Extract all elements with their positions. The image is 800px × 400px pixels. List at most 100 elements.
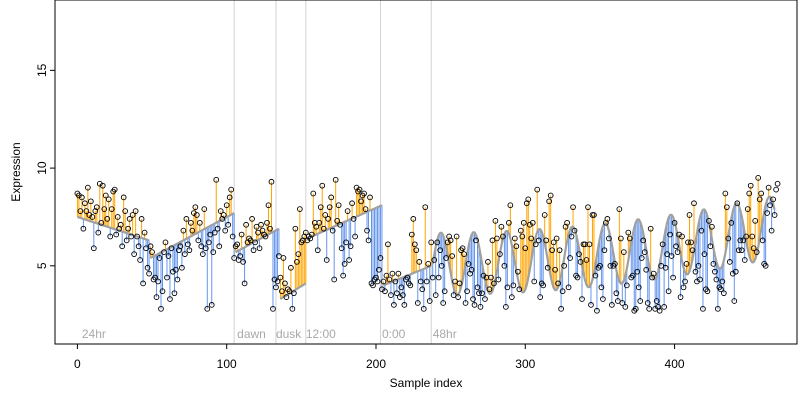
y-tick-label: 10 (35, 161, 49, 175)
data-point (550, 239, 557, 246)
data-point (601, 247, 608, 254)
y-tick-label: 15 (35, 63, 49, 77)
x-axis-label: Sample index (390, 376, 463, 390)
data-point (213, 176, 220, 183)
data-point (613, 290, 620, 297)
data-point (376, 266, 382, 273)
data-point (173, 266, 179, 273)
data-point (274, 278, 281, 285)
fit-curve-6 (431, 195, 776, 296)
x-tick-label: 300 (515, 357, 535, 371)
data-point (583, 257, 590, 263)
data-point (343, 239, 349, 246)
data-point (704, 288, 711, 295)
data-point (292, 225, 299, 232)
data-point (722, 190, 729, 197)
data-point (185, 241, 191, 248)
data-point (398, 284, 405, 291)
data-point (329, 227, 336, 234)
data-point (189, 227, 196, 234)
data-point (238, 231, 245, 238)
data-point (302, 229, 309, 236)
data-point (558, 305, 564, 312)
data-point (186, 247, 193, 254)
data-point (641, 249, 648, 255)
data-point (126, 216, 133, 222)
data-point (585, 204, 591, 211)
data-point (625, 229, 632, 236)
data-point (634, 268, 641, 275)
data-point (341, 261, 348, 267)
data-point (447, 237, 454, 244)
data-point (774, 180, 781, 187)
data-point (591, 212, 597, 218)
data-point (413, 247, 420, 254)
data-point (671, 219, 678, 226)
data-point (438, 262, 445, 269)
data-point (226, 194, 233, 201)
data-point (255, 229, 261, 236)
data-point (108, 206, 115, 212)
data-point (758, 190, 765, 197)
data-point (346, 257, 352, 263)
data-point (720, 290, 727, 297)
data-point (282, 280, 288, 287)
data-point (82, 200, 88, 207)
data-point (726, 259, 733, 265)
data-point (543, 237, 550, 244)
data-point (416, 259, 423, 265)
data-point (428, 239, 435, 246)
data-point (296, 206, 303, 212)
data-point (340, 272, 346, 279)
data-point (207, 231, 214, 238)
data-point (535, 237, 542, 244)
data-point (492, 218, 499, 224)
data-point (517, 227, 524, 234)
data-point (102, 192, 109, 199)
data-point (204, 305, 211, 312)
data-point (616, 206, 623, 212)
data-point (612, 261, 618, 267)
data-point (241, 280, 248, 287)
data-point (516, 286, 523, 293)
data-point (459, 245, 466, 252)
data-point (152, 274, 158, 281)
x-tick-label: 0 (74, 357, 81, 371)
data-point (347, 243, 354, 250)
time-dividers (233, 0, 432, 344)
data-point (577, 259, 584, 265)
x-tick-label: 100 (217, 357, 237, 371)
data-point (564, 219, 570, 226)
data-point (737, 237, 744, 244)
data-point (179, 264, 185, 271)
data-point (411, 241, 418, 248)
data-point (105, 196, 112, 203)
data-point (586, 241, 593, 248)
data-point (288, 264, 294, 271)
data-point (497, 251, 503, 257)
data-point (506, 219, 512, 226)
data-point (682, 278, 688, 285)
data-point (623, 282, 630, 289)
data-point (767, 202, 773, 209)
annotation-label-5: 48hr (433, 327, 457, 341)
data-point (770, 196, 776, 203)
data-point (135, 243, 142, 250)
data-point (120, 194, 127, 201)
data-point (531, 278, 538, 285)
data-point (350, 216, 357, 222)
data-point (498, 223, 505, 230)
data-point (422, 204, 429, 211)
data-point (337, 221, 344, 228)
data-point (286, 288, 293, 295)
data-point (691, 200, 697, 207)
data-point (476, 290, 482, 297)
data-point (356, 186, 363, 193)
data-point (520, 219, 527, 226)
data-point (437, 247, 444, 254)
data-point (471, 302, 478, 308)
data-point (228, 186, 235, 193)
data-point (177, 243, 184, 250)
data-point (571, 227, 578, 234)
